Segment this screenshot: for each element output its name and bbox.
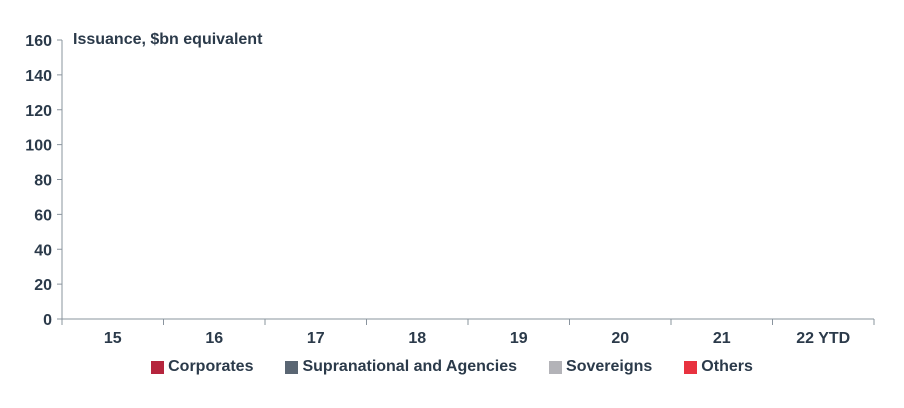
legend-swatch — [151, 360, 165, 374]
legend-label: Supranational and Agencies — [302, 358, 518, 375]
y-tick-label: 120 — [25, 103, 52, 120]
legend-item: Others — [684, 358, 753, 376]
y-tick-label: 80 — [34, 173, 52, 190]
x-tick-label: 20 — [611, 330, 629, 347]
legend-item: Supranational and Agencies — [285, 358, 517, 376]
legend-item: Corporates — [151, 358, 253, 376]
x-tick-label: 16 — [205, 330, 223, 347]
y-tick-label: 100 — [25, 138, 52, 155]
legend-swatch — [285, 360, 299, 374]
x-tick-label: 18 — [408, 330, 426, 347]
y-tick-label: 0 — [43, 312, 52, 329]
legend-label: Corporates — [168, 358, 254, 375]
y-tick-label: 140 — [25, 68, 52, 85]
legend-label: Others — [701, 358, 753, 375]
legend-swatch — [549, 360, 563, 374]
x-axis: 15 16 17 18 19 20 21 22 YTD — [61, 318, 875, 347]
legend-label: Sovereigns — [566, 358, 653, 375]
legend-swatch — [684, 360, 698, 374]
y-axis: 0 20 40 60 80 100 120 140 160 — [25, 33, 63, 329]
y-tick-label: 160 — [25, 33, 52, 50]
chart-svg: Issuance, $bn equivalent 0 20 40 60 80 100 120… — [25, 31, 875, 347]
y-tick-label: 40 — [34, 242, 52, 259]
x-tick-label: 19 — [510, 330, 528, 347]
y-tick-label: 60 — [34, 207, 52, 224]
x-tick-label: 22 YTD — [796, 330, 850, 347]
y-tick-label: 20 — [34, 277, 52, 294]
x-tick-label: 15 — [104, 330, 122, 347]
legend-item: Sovereigns — [549, 358, 652, 376]
legend: Corporates Supranational and Agencies Sove… — [0, 358, 904, 376]
x-tick-label: 21 — [713, 330, 731, 347]
chart-title: Issuance, $bn equivalent — [73, 31, 263, 48]
x-tick-label: 17 — [307, 330, 325, 347]
